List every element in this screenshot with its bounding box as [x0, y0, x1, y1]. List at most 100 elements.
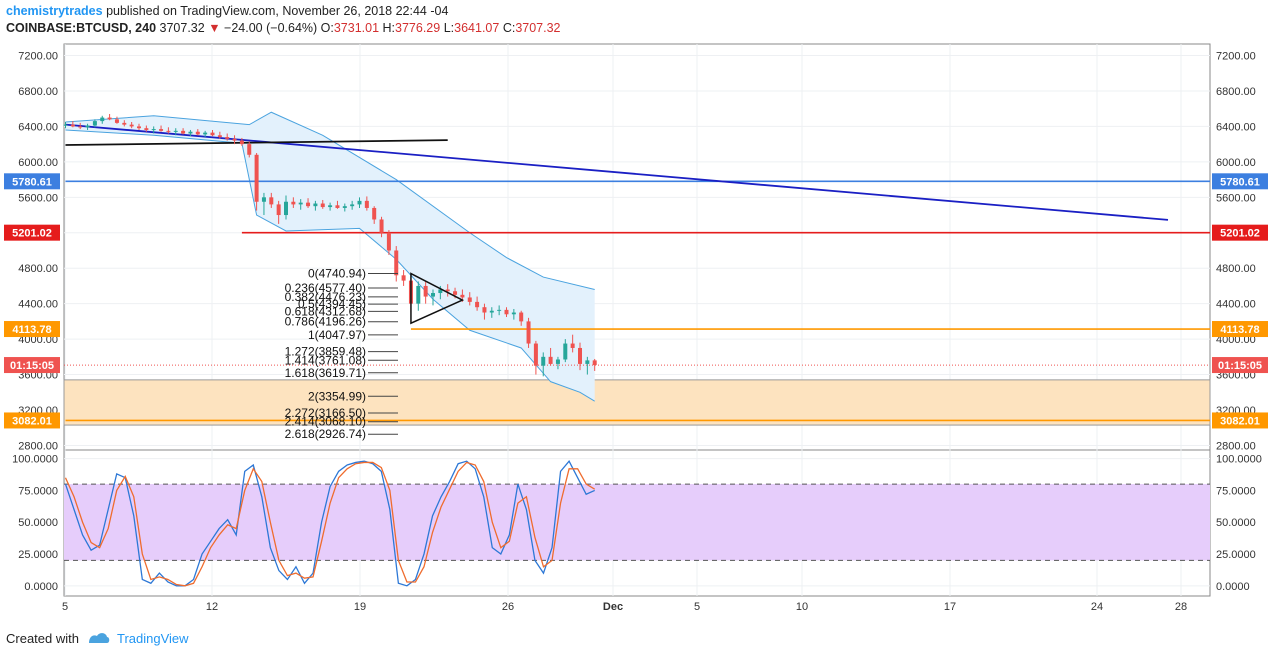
bollinger-fill [65, 112, 595, 402]
y-tick-label-left: 7200.00 [18, 51, 58, 63]
close-label: C: [502, 21, 516, 35]
candle-body [438, 289, 443, 294]
price-badge-label-right: 01:15:05 [1218, 360, 1262, 372]
candle-body [122, 122, 127, 125]
candle-body [357, 200, 362, 205]
candle-body [342, 206, 347, 208]
candle-body [114, 119, 119, 123]
price-badge-left [4, 357, 60, 374]
price-badge-label-left: 5780.61 [12, 176, 52, 188]
y-tick-label-right: 7200.00 [1216, 51, 1256, 63]
x-tick-label: 24 [1091, 601, 1103, 613]
stoch-tick-label-left: 100.0000 [12, 454, 58, 466]
candle-body [284, 201, 288, 216]
y-tick-label-right: 4400.00 [1216, 299, 1256, 311]
price-badge-label-right: 3082.01 [1220, 415, 1260, 427]
candle-body [555, 359, 560, 364]
y-tick-label-right: 6800.00 [1216, 86, 1256, 98]
candle-body [431, 293, 435, 297]
candle-body [570, 343, 575, 348]
stoch-zone [64, 484, 1210, 561]
x-tick-label: 5 [694, 601, 700, 613]
candle-body [63, 124, 68, 126]
chart-header: chemistrytrades published on TradingView… [6, 3, 1266, 37]
fib-level-label: 1.272(3859.48) [285, 345, 366, 359]
open-label: O: [320, 21, 334, 35]
bollinger-upper [65, 111, 595, 290]
y-tick-label-left: 6000.00 [18, 157, 58, 169]
candle-body [526, 321, 531, 344]
trend-line [65, 139, 448, 146]
tradingview-brand-link[interactable]: TradingView [116, 630, 189, 646]
price-badge-right [1212, 321, 1268, 338]
candle-body [173, 130, 178, 132]
stoch-tick-label-right: 25.0000 [1216, 549, 1256, 561]
author-link[interactable]: chemistrytrades [6, 4, 103, 18]
candle-body [386, 232, 391, 251]
y-tick-label-left: 4800.00 [18, 263, 58, 275]
open-value: 3731.01 [333, 21, 380, 35]
stoch-d-line [64, 461, 596, 587]
fib-level-label: 0.786(4196.26) [285, 315, 366, 329]
candle-body [144, 128, 149, 130]
symbol-label[interactable]: COINBASE:BTCUSD, 240 [6, 21, 157, 35]
ohlc-legend: COINBASE:BTCUSD, 240 3707.32 ▼ −24.00 (−… [6, 20, 1266, 37]
stoch-tick-label-left: 75.0000 [18, 485, 58, 497]
fib-level-label: 2.414(3068.10) [285, 415, 366, 429]
price-badge-left [4, 173, 60, 190]
x-tick-label: 12 [206, 601, 218, 613]
stoch-tick-label-left: 0.0000 [24, 581, 58, 593]
candle-body [364, 200, 369, 208]
stoch-tick-label-right: 0.0000 [1216, 581, 1250, 593]
y-tick-label-right: 2800.00 [1216, 440, 1256, 452]
candle-body [482, 307, 487, 313]
candle-body [335, 205, 340, 208]
candle-body [416, 285, 421, 304]
high-value: 3776.29 [395, 21, 441, 35]
candle-body [489, 310, 494, 313]
footer: Created with TradingView [6, 628, 189, 648]
chart-frame [63, 43, 1211, 597]
price-badge-right [1212, 173, 1268, 190]
price-chart[interactable]: 5 12 19 26 Dec 5 10 17 24 28 7200.00 7200.00 6800.00… [0, 38, 1274, 626]
candle-body [254, 154, 259, 202]
candle-body [70, 124, 75, 127]
candle-body [320, 203, 325, 208]
fib-level-label: 1(4047.97) [308, 328, 366, 342]
created-with-text: Created with [6, 630, 79, 646]
down-arrow-icon: ▼ [208, 21, 221, 35]
close-value: 3707.32 [515, 21, 561, 35]
high-label: H: [382, 21, 396, 35]
fib-level-label: 2.272(3166.50) [285, 406, 366, 420]
x-tick-label: 17 [944, 601, 956, 613]
low-value: 3641.07 [454, 21, 500, 35]
stoch-k-line [64, 460, 595, 587]
candle-body [401, 275, 406, 281]
candle-body [276, 204, 281, 216]
candle-body [585, 360, 590, 364]
candle-body [210, 132, 215, 136]
candle-body [578, 347, 582, 364]
candle-body [533, 343, 538, 366]
published-text: published on TradingView.com, November 2… [106, 4, 449, 18]
candle-body [541, 356, 546, 366]
support-zone [63, 379, 1211, 426]
fib-level-label: 0.382(4476.23) [285, 290, 366, 304]
candle-body [166, 130, 171, 132]
candle-body [453, 291, 458, 295]
price-badge-label-right: 5201.02 [1220, 228, 1260, 240]
price-badge-label-left: 01:15:05 [10, 360, 54, 372]
candle-body [232, 138, 237, 141]
candle-body [592, 360, 597, 366]
candle-body [372, 207, 377, 220]
x-tick-label: Dec [603, 601, 623, 613]
triangle-pattern [410, 272, 465, 325]
candle-body [445, 289, 450, 292]
candle-body [504, 309, 509, 315]
candle-body [379, 219, 384, 233]
price-badge-left [4, 412, 60, 429]
y-tick-label-left: 6800.00 [18, 86, 58, 98]
candle-body [460, 294, 465, 298]
candle-body [129, 124, 134, 127]
candle-body [137, 126, 141, 129]
